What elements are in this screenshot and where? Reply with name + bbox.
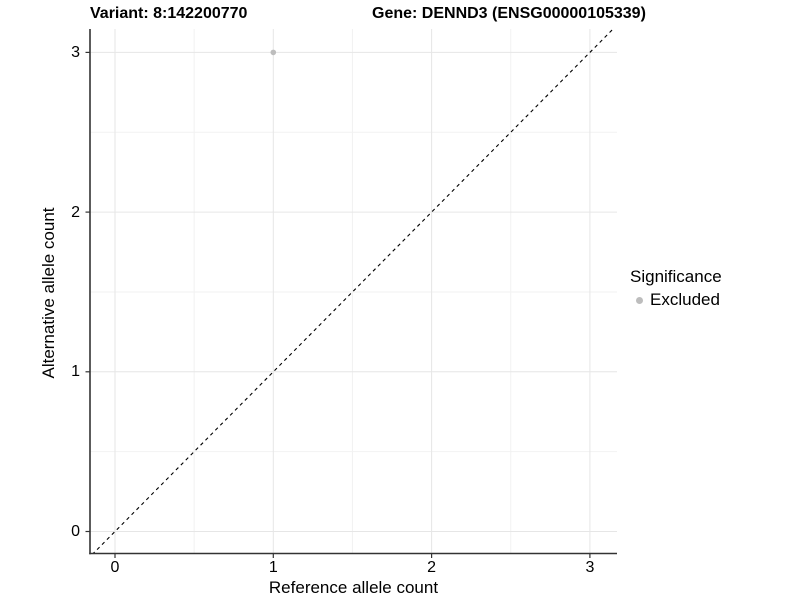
x-tick-label: 0: [110, 559, 120, 576]
legend: Significance Excluded: [630, 267, 722, 309]
legend-key-dot-icon: [635, 296, 643, 304]
plot-title-variant: Variant: 8:142200770: [90, 5, 248, 22]
legend-key: [630, 291, 648, 309]
identity-line: [92, 29, 614, 554]
y-tick-label: 3: [71, 43, 80, 61]
legend-item-label: Excluded: [650, 290, 720, 309]
x-tick-label: 2: [427, 559, 437, 576]
data-point: [270, 49, 277, 56]
x-tick-label: 3: [585, 559, 595, 576]
legend-item-excluded: Excluded: [630, 291, 722, 309]
y-tick-label: 2: [71, 203, 80, 221]
x-axis-title: Reference allele count: [268, 578, 439, 597]
y-axis-title: Alternative allele count: [39, 207, 58, 379]
panel-content: [90, 29, 617, 554]
plot-title-gene: Gene: DENND3 (ENSG00000105339): [372, 5, 646, 22]
x-tick-label: 1: [268, 559, 278, 576]
y-tick-label: 1: [71, 363, 80, 381]
y-tick-label: 0: [71, 523, 80, 540]
legend-title: Significance: [630, 267, 722, 286]
